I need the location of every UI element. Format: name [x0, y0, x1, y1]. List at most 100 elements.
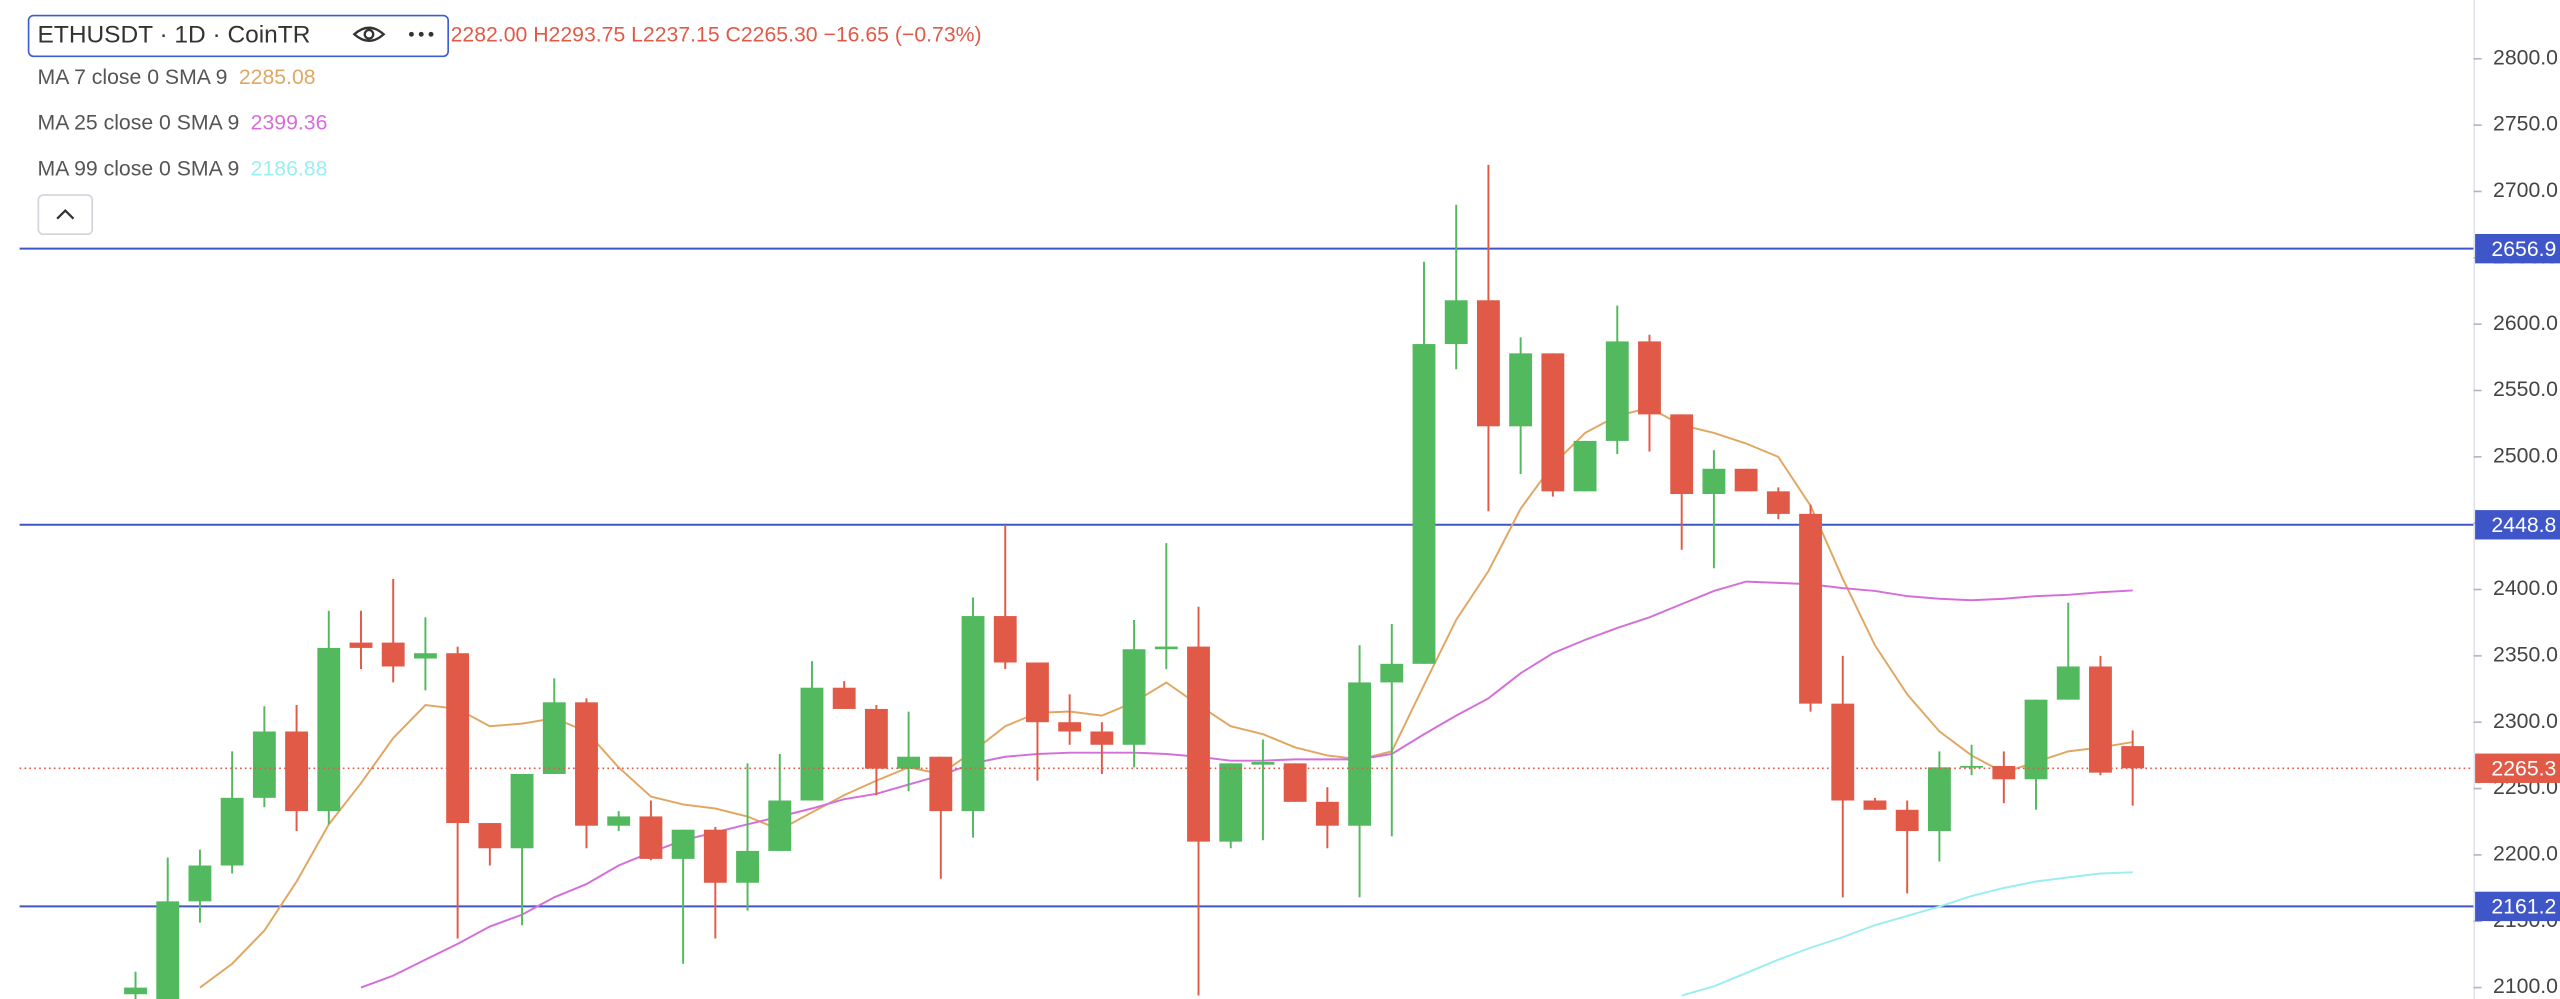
candle-body	[1702, 468, 1726, 494]
candle-body	[381, 642, 405, 667]
y-tick-label: 2500.0	[2493, 444, 2558, 467]
candle-body	[2024, 699, 2048, 780]
candle-body	[1122, 649, 1146, 745]
candle-body	[1799, 513, 1822, 704]
last-price-label: 2265.3	[2491, 758, 2556, 781]
moving-average-line	[1681, 871, 2133, 997]
y-tick-label: 2800.0	[2493, 46, 2558, 69]
candle-body	[1283, 763, 1307, 802]
candle-body	[1638, 341, 1661, 415]
candle-body	[1766, 491, 1790, 514]
candle-body	[2089, 666, 2112, 773]
candle-body	[575, 702, 598, 826]
candle-body	[1992, 766, 2016, 780]
y-tick-label: 2350.0	[2493, 643, 2558, 666]
candle-body	[413, 653, 437, 659]
candle-body	[1380, 663, 1404, 683]
candle-body	[864, 708, 888, 769]
y-tick-label: 2400.0	[2493, 577, 2558, 600]
ma-legend-name: MA 99 close 0 SMA 9	[38, 157, 240, 180]
candle-body	[1058, 722, 1082, 732]
candle-body	[317, 647, 341, 812]
collapse-button[interactable]	[37, 194, 94, 236]
candle-body	[1734, 468, 1758, 492]
price-axis: 2100.02150.02200.02250.02300.02350.02400…	[2473, 46, 2560, 998]
candle-body	[1348, 682, 1372, 826]
candle-body	[220, 797, 244, 866]
candle-body	[768, 800, 792, 851]
ma-legend-name: MA 25 close 0 SMA 9	[38, 112, 240, 135]
price-label: 2161.2	[2491, 896, 2556, 919]
y-tick-label: 2300.0	[2493, 710, 2558, 733]
candle-body	[2121, 746, 2145, 769]
candle-body	[1670, 414, 1694, 494]
ma-legend-value: 2186.88	[251, 157, 328, 180]
candle-body	[1863, 800, 1887, 810]
collapse-icon	[56, 208, 75, 220]
candle-body	[897, 756, 921, 769]
candle-body	[124, 987, 147, 995]
candle-body	[1573, 440, 1597, 492]
candle-body	[1927, 767, 1951, 832]
y-tick-label: 2750.0	[2493, 113, 2558, 136]
ma-legend-name: MA 7 close 0 SMA 9	[38, 66, 228, 89]
ma-legend-value: 2285.08	[239, 66, 316, 89]
ma-legend-value: 2399.36	[251, 112, 328, 135]
candle-body	[993, 616, 1017, 663]
plot-area	[19, 164, 2474, 999]
candle-body	[478, 823, 502, 849]
y-tick-label: 2100.0	[2493, 975, 2558, 998]
price-label-bg	[2475, 233, 2560, 264]
y-tick-label: 2200.0	[2493, 843, 2558, 866]
candle-body	[1187, 646, 1210, 842]
candle-body	[542, 702, 566, 774]
candle-body	[1219, 763, 1243, 842]
candle-body	[1509, 353, 1533, 427]
candle-body	[1026, 662, 1049, 723]
candle-body	[800, 687, 824, 801]
candle-body	[1960, 766, 1984, 768]
candle-body	[929, 756, 953, 812]
candle-body	[1315, 801, 1339, 826]
y-tick-label: 2700.0	[2493, 179, 2558, 202]
last-price-label-bg	[2475, 753, 2560, 783]
candle-body	[1831, 703, 1855, 801]
candle-body	[1605, 341, 1629, 441]
candle-body	[446, 653, 470, 824]
candle-body	[285, 731, 308, 812]
price-label: 2448.8	[2491, 514, 2556, 537]
price-label-bg	[2475, 891, 2560, 922]
candle-body	[349, 642, 373, 648]
candle-body	[1476, 300, 1500, 427]
candle-body	[639, 816, 663, 859]
y-tick-label: 2600.0	[2493, 312, 2558, 335]
candle-body	[2056, 666, 2080, 700]
candle-body	[1444, 300, 1468, 345]
legend: ETHUSDT · 1D · CoinTR 2282.00 H2293.75 L…	[27, 14, 982, 236]
more-icon[interactable]	[408, 31, 434, 37]
candle-body	[1412, 344, 1436, 664]
candle-body	[607, 816, 631, 826]
candle-body	[736, 850, 759, 883]
candle-body	[188, 865, 212, 902]
price-label-bg	[2475, 510, 2560, 540]
candle-body	[1541, 353, 1565, 492]
symbol-title: ETHUSDT · 1D · CoinTR	[38, 21, 311, 48]
eye-icon[interactable]	[352, 26, 386, 42]
candle-body	[1154, 646, 1178, 650]
candle-body	[156, 901, 180, 999]
candle-body	[510, 773, 534, 849]
candle-body	[703, 829, 727, 883]
candle-body	[252, 731, 276, 798]
candle-body	[832, 687, 856, 709]
ohlc-readout: 2282.00 H2293.75 L2237.15 C2265.30 −16.6…	[451, 24, 982, 47]
symbol-box[interactable]	[27, 14, 449, 58]
candle-body	[1895, 809, 1919, 832]
candle-body	[961, 616, 985, 812]
candle-body	[1251, 762, 1275, 765]
candle-body	[671, 829, 695, 859]
candle-body	[1090, 731, 1114, 745]
